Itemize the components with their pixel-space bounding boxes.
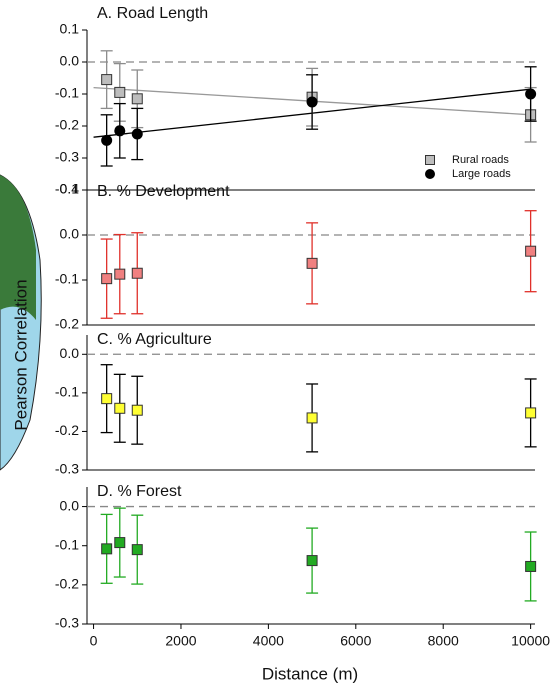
data-point: [307, 413, 317, 423]
x-tick-label: 2000: [165, 633, 196, 649]
y-tick-label: -0.2: [55, 117, 79, 133]
y-tick-label: -0.3: [55, 461, 79, 477]
x-axis-label: Distance (m): [262, 664, 358, 683]
data-point: [526, 89, 536, 99]
y-tick-label: -0.1: [55, 271, 79, 287]
data-point: [526, 246, 536, 256]
data-point: [102, 544, 112, 554]
data-point: [115, 126, 125, 136]
data-point: [132, 405, 142, 415]
y-tick-label: -0.1: [55, 384, 79, 400]
x-tick-label: 10000: [511, 633, 550, 649]
data-point: [132, 129, 142, 139]
data-point: [307, 258, 317, 268]
data-point: [132, 94, 142, 104]
y-tick-label: -0.2: [55, 316, 79, 332]
data-point: [115, 269, 125, 279]
legend-label: Rural roads: [452, 154, 509, 166]
data-point: [115, 403, 125, 413]
data-point: [132, 268, 142, 278]
y-tick-label: -0.1: [55, 536, 79, 552]
y-tick-label: 0.0: [60, 53, 80, 69]
data-point: [307, 556, 317, 566]
panel-title: D. % Forest: [97, 483, 182, 500]
y-tick-label: 0.0: [60, 226, 80, 242]
data-point: [526, 561, 536, 571]
x-tick-label: 0: [90, 633, 98, 649]
y-tick-label: -0.2: [55, 576, 79, 592]
panel-title: A. Road Length: [97, 5, 208, 22]
legend-marker: [426, 156, 435, 165]
y-tick-label: -0.1: [55, 85, 79, 101]
panel-title: B. % Development: [97, 183, 230, 200]
data-point: [132, 545, 142, 555]
data-point: [307, 97, 317, 107]
y-tick-label: 0.1: [60, 181, 80, 197]
y-tick-label: -0.3: [55, 149, 79, 165]
data-point: [115, 538, 125, 548]
data-point: [526, 408, 536, 418]
x-tick-label: 4000: [253, 633, 284, 649]
y-tick-label: -0.2: [55, 422, 79, 438]
y-tick-label: -0.3: [55, 615, 79, 631]
x-tick-label: 8000: [428, 633, 459, 649]
data-point: [102, 274, 112, 284]
data-point: [102, 75, 112, 85]
data-point: [102, 135, 112, 145]
y-axis-label: Pearson Correlation: [11, 279, 30, 430]
y-tick-label: 0.1: [60, 21, 80, 37]
panel-title: C. % Agriculture: [97, 331, 212, 348]
data-point: [102, 394, 112, 404]
x-tick-label: 6000: [340, 633, 371, 649]
y-tick-label: 0.0: [60, 345, 80, 361]
data-point: [115, 87, 125, 97]
figure: Pearson Correlation Distance (m) A. Road…: [0, 0, 552, 687]
y-tick-label: 0.0: [60, 497, 80, 513]
legend-marker: [426, 170, 435, 179]
legend-label: Large roads: [452, 168, 511, 180]
